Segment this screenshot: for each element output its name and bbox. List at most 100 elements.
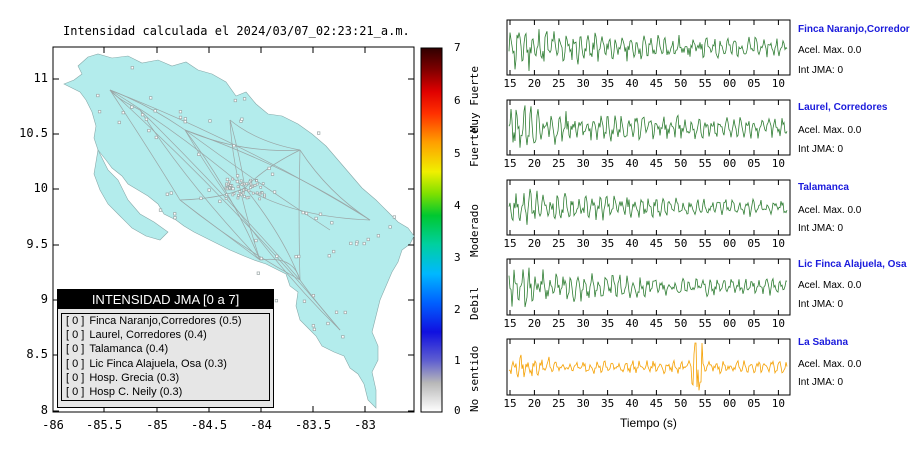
station-dot: [376, 234, 381, 238]
lon-tick-label: -85: [146, 418, 168, 432]
waveform-x-tick-label: 05: [747, 237, 761, 250]
station-dot: [121, 111, 125, 115]
station-dot: [225, 193, 229, 197]
station-dot: [334, 310, 339, 314]
colorbar-category-label: Muy Fuerte: [468, 66, 481, 133]
waveform-x-tick-label: 50: [674, 237, 688, 250]
station-dot: [254, 238, 258, 243]
waveform-x-tick-label: 40: [625, 317, 639, 330]
waveform-x-tick-label: 45: [649, 237, 664, 250]
station-dot: [312, 327, 317, 331]
station-dot: [199, 196, 203, 200]
waveform-x-tick-label: 00: [722, 397, 737, 410]
station-dot: [258, 197, 262, 201]
legend-level: [ 0 ]: [66, 329, 85, 342]
waveform-x-tick-label: 20: [527, 317, 542, 330]
station-dot: [267, 166, 271, 170]
waveform-x-tick-label: 05: [747, 317, 761, 330]
road: [229, 119, 246, 189]
station-dot: [311, 324, 315, 328]
station-dot: [178, 115, 183, 120]
legend-level: [ 0 ]: [66, 343, 85, 356]
station-dot: [173, 216, 177, 220]
legend-level: [ 0 ]: [66, 371, 85, 384]
station-dot: [240, 117, 244, 121]
road: [109, 89, 246, 189]
station-dot: [236, 196, 240, 200]
legend-item: [ 0 ] Hosp C. Neily (0.3): [66, 385, 269, 399]
station-dot: [392, 215, 397, 219]
waveform-x-tick-label: 10: [771, 237, 786, 250]
station-dot: [231, 177, 235, 181]
map-title: Intensidad calculada el 2024/03/07_02:23…: [63, 24, 410, 38]
legend-title: INTENSIDAD JMA [0 a 7]: [58, 290, 273, 309]
waveform-x-tick-label: 15: [503, 157, 517, 170]
station-dot: [97, 110, 102, 114]
station-dot: [354, 242, 359, 246]
colorbar-tick-label: 2: [454, 303, 461, 316]
colorbar-tick-label: 3: [454, 251, 461, 264]
road: [184, 129, 371, 221]
station-dot: [327, 254, 331, 258]
station-dot: [242, 97, 247, 101]
waveform-x-tick-label: 55: [698, 317, 712, 330]
road: [139, 109, 301, 281]
lon-tick-label: -85.5: [86, 418, 123, 432]
waveform-x-tick-label: 20: [527, 397, 542, 410]
lon-tick-label: -83.5: [295, 418, 332, 432]
waveform-x-tick-label: 15: [503, 317, 517, 330]
waveform-x-tick-label: 20: [527, 237, 542, 250]
station-dot: [297, 254, 301, 259]
station-acel: Acel. Max. 0.0: [798, 205, 862, 216]
colorbar-gradient: [420, 47, 443, 413]
lon-tick-label: -84: [250, 418, 272, 432]
station-dot: [225, 187, 229, 191]
legend-item: [ 0 ] Hosp. Grecia (0.3): [66, 371, 269, 385]
station-dot: [227, 180, 231, 184]
legend-level: [ 0 ]: [66, 315, 85, 327]
colorbar-tick-label: 5: [454, 147, 461, 160]
waveform-x-tick-label: 40: [625, 157, 639, 170]
station-dot: [243, 194, 246, 198]
waveform-x-tick-label: 25: [552, 397, 566, 410]
station-dot: [311, 294, 316, 298]
station-dot: [249, 182, 253, 186]
station-dot: [178, 110, 183, 114]
road: [229, 119, 301, 151]
waveform-x-tick-label: 30: [576, 237, 590, 250]
station-dot: [259, 185, 263, 189]
waveform-x-tick-label: 00: [722, 237, 737, 250]
waveform-x-tick-label: 05: [747, 77, 761, 90]
costa-rica-land: [63, 53, 415, 409]
waveform-x-tick-label: 10: [771, 397, 786, 410]
station-dot: [349, 241, 353, 246]
lat-tick-label: 11: [33, 71, 48, 85]
colorbar-category-label: Fuerte: [468, 127, 481, 168]
waveform-x-tick-label: 40: [625, 397, 639, 410]
lat-tick-label: 9: [40, 292, 48, 306]
station-dot: [256, 271, 260, 275]
station-dot: [362, 241, 366, 246]
station-name: La Sabana: [798, 337, 849, 348]
station-dot: [183, 117, 187, 121]
legend-level: [ 0 ]: [66, 386, 85, 399]
waveform-x-tick-label: 05: [747, 397, 761, 410]
road: [179, 199, 261, 261]
station-dot: [245, 182, 249, 186]
station-dot: [235, 174, 240, 178]
station-dot: [228, 186, 232, 190]
waveform-x-tick-label: 15: [503, 397, 517, 410]
legend-item: [ 0 ] Finca Naranjo,Corredores (0.5): [66, 314, 269, 328]
legend-list: [ 0 ] Finca Naranjo,Corredores (0.5)[ 0 ]…: [61, 313, 270, 401]
station-dot: [207, 188, 211, 192]
waveform-x-tick-label: 35: [600, 157, 615, 170]
station-dot: [245, 196, 249, 200]
waveform-x-tick-label: 45: [649, 77, 664, 90]
waveform-x-tick-label: 30: [576, 157, 590, 170]
lat-tick-label: 9.5: [26, 237, 48, 251]
station-dot: [169, 191, 173, 195]
road: [184, 129, 261, 261]
waveform-x-tick-label: 20: [527, 157, 542, 170]
station-dot: [242, 188, 246, 192]
